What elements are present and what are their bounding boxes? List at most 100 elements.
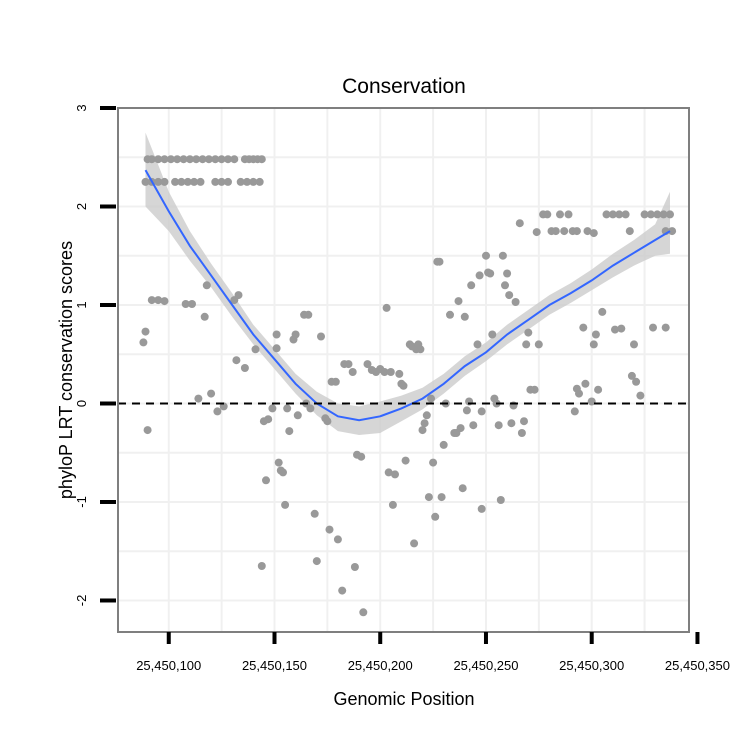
data-point [274,458,283,467]
data-point [399,381,408,390]
data-point [439,440,448,449]
data-point [255,177,264,186]
data-point [572,227,581,236]
y-tick-label: 3 [74,104,89,111]
data-point [207,389,216,398]
data-point [649,323,657,332]
y-tick-label: -2 [74,595,89,607]
data-point [388,500,397,509]
data-point [460,312,469,321]
data-point [323,417,332,426]
data-point [456,424,465,433]
data-point [325,525,334,534]
data-point [285,427,294,436]
data-point [363,360,372,369]
data-point [524,328,533,337]
x-axis-label: Genomic Position [333,689,474,709]
data-point [230,155,239,164]
data-point [213,407,222,416]
y-tick-label: 1 [74,301,89,308]
data-point [646,210,655,219]
data-point [579,323,588,332]
data-point [666,210,674,219]
data-point [587,397,596,406]
data-point [139,338,148,347]
data-point [382,303,391,312]
data-point [224,177,232,186]
data-point [570,407,579,416]
data-point [279,468,287,477]
data-point [202,281,211,290]
data-point [401,456,410,465]
data-point [380,368,389,376]
data-point [602,210,611,219]
data-point [594,385,603,394]
data-point [281,500,290,509]
data-point [293,411,302,420]
confidence-ribbon [145,132,670,435]
data-point [171,177,180,186]
x-tick-label: 25,450,150 [242,658,307,673]
data-point [625,227,634,236]
data-point [264,415,273,424]
data-point [141,177,150,186]
data-point [416,345,425,354]
data-point [141,327,150,336]
data-point [179,155,188,164]
plot-area: 25,450,100 25,450,150 25,450,200 25,450,250… [74,104,730,673]
data-point [422,411,431,420]
data-point [173,155,182,164]
data-point [632,377,641,386]
data-point [333,535,342,544]
data-point [181,300,190,308]
data-point [498,251,507,260]
data-point [232,356,241,365]
data-point [304,310,313,319]
y-tick-label: 0 [74,400,89,407]
data-point [160,155,169,164]
data-point [564,210,573,219]
data-point [560,227,569,236]
data-point [395,369,404,378]
data-point [494,421,503,430]
data-point [486,269,495,278]
data-point [188,300,196,308]
data-point [661,323,670,332]
data-point [234,291,243,300]
data-point [257,155,266,164]
data-point [147,155,156,164]
data-point [496,496,505,504]
data-point [272,330,281,339]
data-point [272,344,281,353]
data-point [534,340,543,349]
data-point [160,297,169,306]
data-point [467,281,476,290]
data-point [192,155,201,164]
data-point [581,379,590,388]
data-point [312,557,321,566]
data-point [446,310,454,319]
data-point [621,210,630,219]
data-point [386,368,395,376]
data-point [575,389,583,398]
data-point [477,407,486,416]
data-point [429,458,438,467]
data-point [591,330,600,339]
data-point [615,210,624,219]
data-point [317,332,325,341]
data-point [344,360,353,369]
data-point [262,476,270,485]
x-tick-label: 25,450,300 [559,658,624,673]
data-point [437,493,446,502]
data-point [475,271,484,280]
data-point [243,177,251,186]
y-axis-label: phyloP LRT conservation scores [56,241,76,499]
data-point [410,539,419,548]
data-point [462,406,471,415]
data-point [236,177,245,186]
data-point [160,177,169,186]
data-point [190,177,199,186]
data-point [522,340,531,349]
data-point [431,512,440,521]
